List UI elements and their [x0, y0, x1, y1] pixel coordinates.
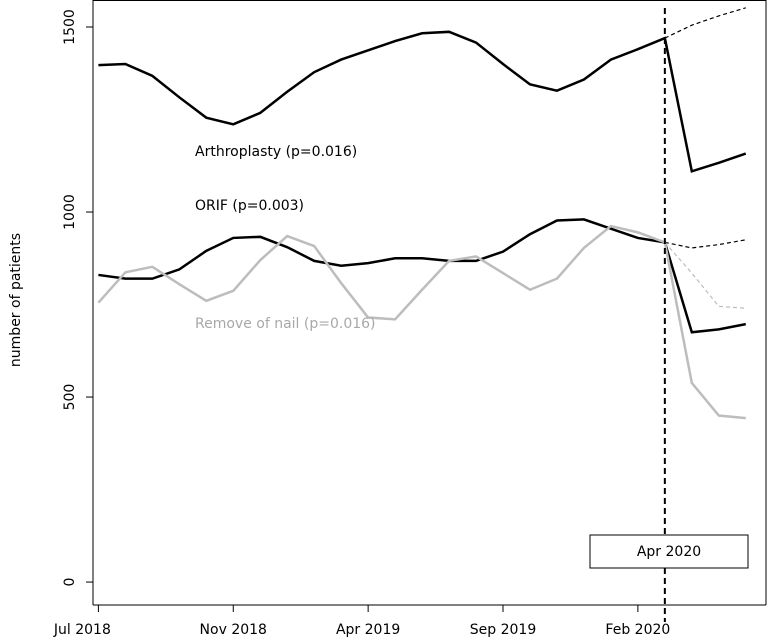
series-line: [664, 239, 746, 249]
annotation: Arthroplasty (p=0.016): [195, 144, 357, 160]
series-line: [97, 224, 746, 420]
annotation: ORIF (p=0.003): [195, 198, 304, 214]
event-label: Apr 2020: [637, 544, 701, 560]
x-tick-label: Nov 2018: [200, 622, 267, 638]
x-tick-label: Feb 2020: [605, 622, 670, 638]
y-tick-label: 0: [62, 578, 78, 587]
y-tick-label: 500: [62, 384, 78, 411]
annotation: Remove of nail (p=0.016): [195, 316, 376, 332]
series-line: [98, 30, 747, 173]
x-tick-label: Apr 2019: [336, 622, 400, 638]
x-tick-label: Jul 2018: [53, 622, 111, 638]
event-label-box: [589, 534, 749, 569]
y-axis-label: number of patients: [8, 233, 24, 367]
series-line: [98, 218, 747, 334]
series-line: [664, 241, 746, 309]
y-tick-label: 1500: [62, 9, 78, 45]
series-line: [664, 7, 746, 39]
x-tick-label: Sep 2019: [470, 622, 536, 638]
y-tick-label: 1000: [62, 194, 78, 230]
